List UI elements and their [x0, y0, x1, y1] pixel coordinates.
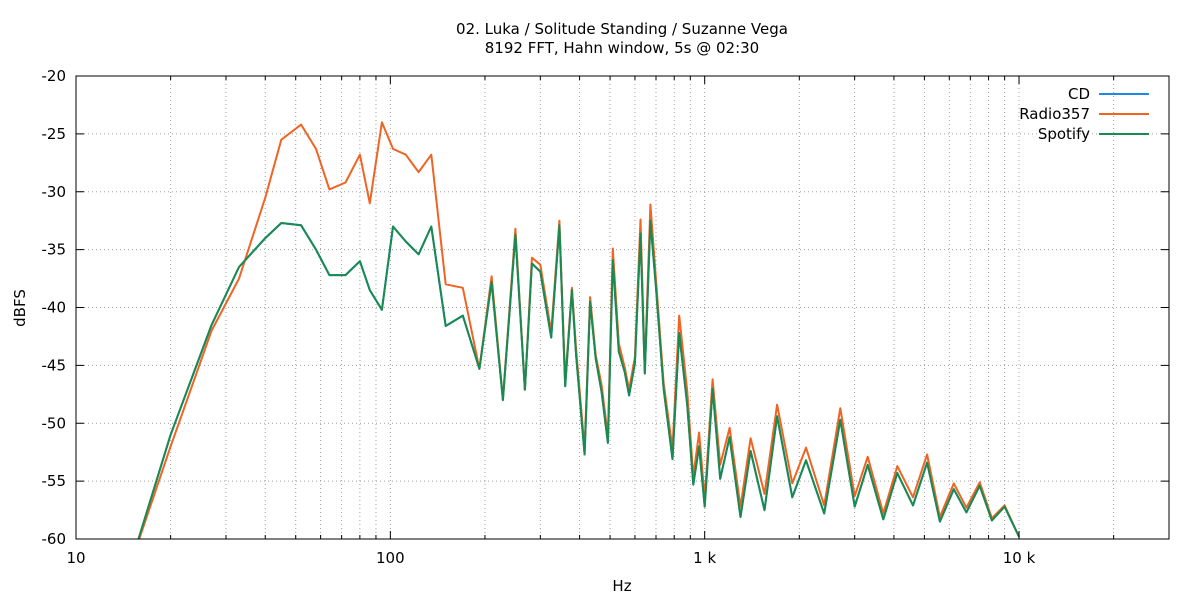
y-axis-label: dBFS: [11, 289, 29, 327]
chart-title: 02. Luka / Solitude Standing / Suzanne V…: [456, 20, 788, 38]
y-tick-label: -25: [42, 125, 67, 143]
y-tick-label: -50: [42, 414, 67, 432]
x-tick-label: 10: [66, 549, 85, 567]
legend-label: CD: [1068, 85, 1090, 103]
plot-frame: [75, 75, 1170, 540]
grid: [76, 76, 1169, 539]
x-tick-label: 100: [376, 549, 405, 567]
x-tick-label: 10 k: [1003, 549, 1036, 567]
y-tick-label: -60: [42, 530, 67, 548]
series-line-radio357: [138, 121, 1020, 539]
x-axis-label: Hz: [612, 577, 631, 595]
y-tick-label: -45: [42, 356, 67, 374]
series-layer: [137, 121, 1020, 539]
y-tick-label: -30: [42, 183, 67, 201]
y-tick-label: -20: [42, 67, 67, 85]
legend-label: Radio357: [1019, 105, 1090, 123]
y-tick-label: -40: [42, 299, 67, 317]
y-tick-label: -35: [42, 241, 67, 259]
series-line-spotify: [137, 219, 1020, 539]
x-tick-label: 1 k: [693, 549, 716, 567]
y-tick-label: -55: [42, 472, 67, 490]
legend-label: Spotify: [1038, 125, 1090, 143]
legend: CD Radio357 Spotify: [1019, 85, 1149, 143]
chart-subtitle: 8192 FFT, Hahn window, 5s @ 02:30: [485, 39, 759, 57]
